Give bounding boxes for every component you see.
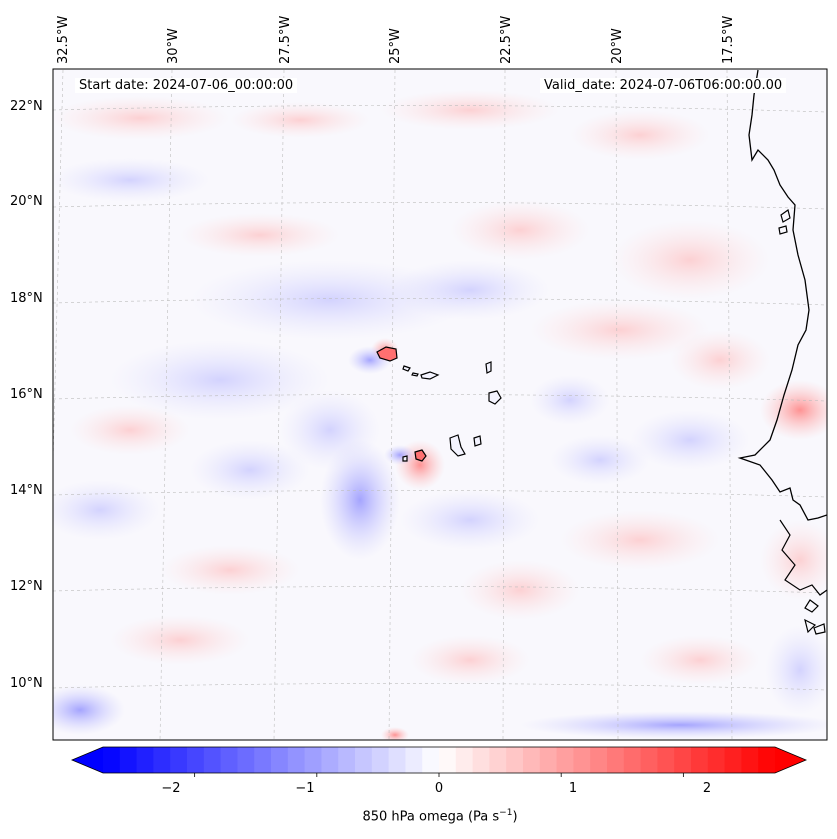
lat-label-10n: 10°N [10,676,43,691]
lat-label-16n: 16°N [10,387,43,402]
colorbar-label-text: 850 hPa omega (Pa s [362,809,500,825]
colorbar-label-superscript: −1 [499,808,513,818]
colorbar-tick-1: 1 [568,781,578,796]
lat-label-18n: 18°N [10,291,43,306]
colorbar-tick-neg1: −1 [295,781,315,796]
colorbar-label-close: ) [512,809,518,825]
colorbar-tick-2: 2 [702,781,712,796]
cape-verde-islands [376,346,502,462]
lat-label-12n: 12°N [10,579,43,594]
start-date-label: Start date: 2024-07-06_00:00:00 [75,78,298,93]
colorbar-label: 850 hPa omega (Pa s−1) [0,808,837,824]
omega-field [53,90,827,740]
valid-date-label: Valid_date: 2024-07-06T06:00:00.00 [540,78,787,93]
colorbar-tick-neg2: −2 [161,781,181,796]
guinea-coastline [779,519,827,635]
map-frame [52,68,828,741]
colorbar-tick-0: 0 [434,781,444,796]
lat-label-14n: 14°N [10,483,43,498]
lat-label-20n: 20°N [10,194,43,209]
graticule [53,69,827,740]
african-coastline [737,69,827,521]
lat-label-22n: 22°N [10,99,43,114]
coast-islet [778,208,791,235]
